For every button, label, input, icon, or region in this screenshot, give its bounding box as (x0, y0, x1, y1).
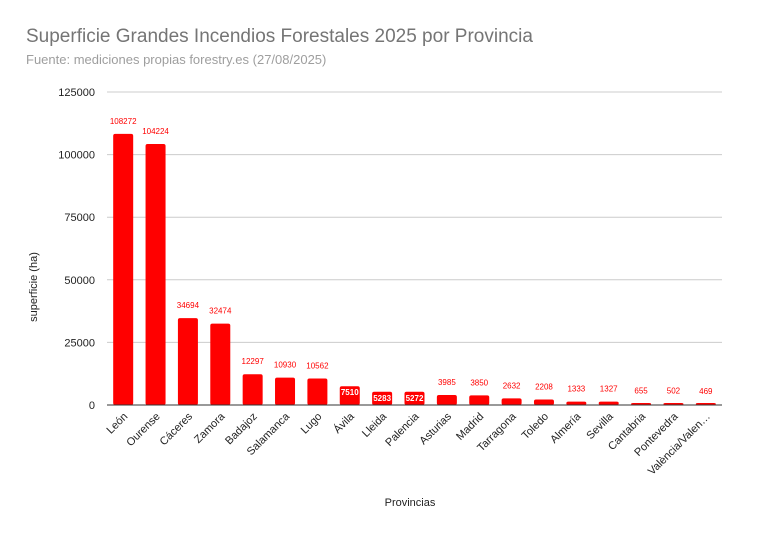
data-label: 7510 (341, 388, 359, 397)
x-tick-label: Lugo (299, 411, 325, 437)
data-label: 10562 (306, 362, 329, 371)
data-label: 655 (634, 386, 648, 395)
bar (404, 391, 425, 405)
data-label: 32474 (209, 307, 232, 316)
data-label: 1333 (567, 385, 585, 394)
data-label: 1327 (600, 385, 618, 394)
bar (372, 391, 393, 405)
data-label: 104224 (142, 127, 169, 136)
x-tick-label: Ávila (331, 409, 358, 436)
bar (145, 144, 166, 405)
chart-subtitle: Fuente: mediciones propias forestry.es (… (26, 52, 327, 67)
data-label: 3850 (470, 378, 488, 387)
x-axis-title: Provincias (385, 497, 436, 509)
bar (566, 401, 587, 405)
x-tick-label: Sevilla (584, 410, 616, 442)
bar (275, 377, 296, 405)
bar (242, 374, 263, 405)
data-labels: 108272 104224 34694 32474 12297 10930 10562 751… (110, 117, 713, 403)
bar (469, 395, 490, 405)
bar (113, 133, 134, 406)
x-tick-label: Asturias (417, 410, 454, 447)
x-tick-label: Palencia (383, 410, 422, 449)
y-tick-label: 25000 (64, 337, 95, 349)
y-axis-ticks: 0 25000 50000 75000 100000 125000 (58, 87, 95, 412)
x-tick-label: Ourense (124, 411, 162, 449)
bar (533, 399, 554, 405)
data-label: 2632 (503, 381, 521, 390)
data-label: 108272 (110, 117, 137, 126)
y-tick-label: 50000 (64, 275, 95, 287)
bar (210, 323, 231, 405)
y-tick-label: 75000 (64, 212, 95, 224)
x-tick-label: Toledo (520, 411, 551, 442)
x-tick-label: València/Valen… (646, 411, 713, 478)
bar (598, 401, 619, 405)
y-tick-label: 100000 (58, 150, 95, 162)
bar (307, 378, 328, 405)
data-label: 34694 (177, 301, 200, 310)
x-tick-label: Lleida (360, 410, 390, 440)
data-label: 3985 (438, 378, 456, 387)
data-label: 12297 (242, 357, 265, 366)
bar (177, 318, 198, 405)
bar (436, 395, 457, 405)
data-label: 469 (699, 387, 713, 396)
gridlines (107, 91, 722, 343)
chart-title: Superficie Grandes Incendios Forestales … (26, 26, 533, 47)
bars (113, 133, 716, 406)
bar (339, 386, 360, 405)
data-label: 5272 (406, 394, 424, 403)
x-axis-ticks: LeónOurenseCáceresZamoraBadajozSalamanca… (105, 409, 713, 477)
data-label: 10930 (274, 361, 297, 370)
data-label: 5283 (373, 394, 391, 403)
bar (501, 398, 522, 405)
y-tick-label: 0 (89, 400, 95, 412)
y-axis-title: superficie (ha) (28, 252, 40, 322)
x-tick-label: Zamora (192, 410, 228, 446)
data-label: 502 (667, 387, 681, 396)
y-tick-label: 125000 (58, 87, 95, 99)
x-tick-label: Almería (548, 410, 584, 446)
data-label: 2208 (535, 382, 553, 391)
x-tick-label: León (105, 411, 131, 437)
x-tick-label: Cáceres (158, 410, 196, 448)
